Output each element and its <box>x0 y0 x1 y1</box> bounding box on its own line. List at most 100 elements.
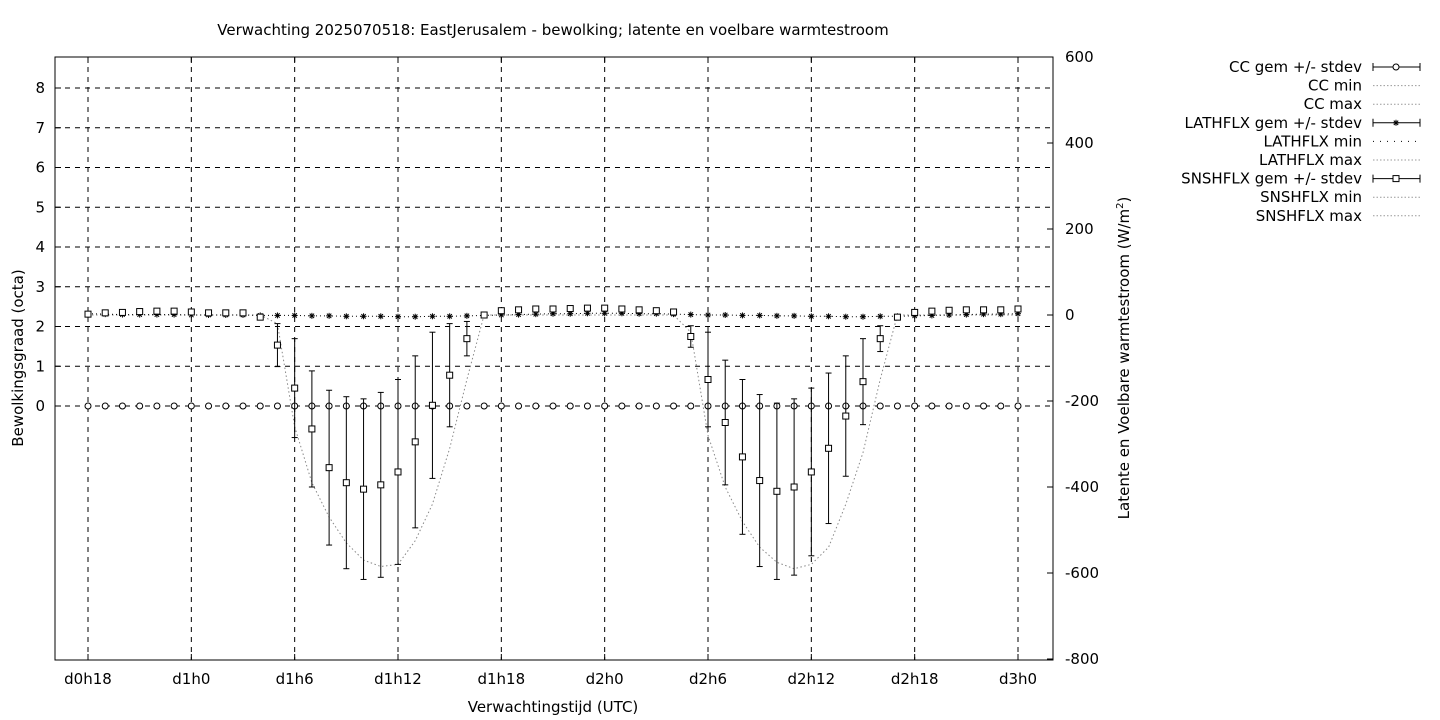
snshflx-point <box>652 307 660 315</box>
y2-axis-label: Latente en Voelbare warmtestroom (W/m2) <box>1115 197 1133 520</box>
lathflx-star-stroke <box>326 313 332 319</box>
snshflx-point <box>601 304 609 312</box>
snshflx-point <box>153 307 161 315</box>
cc-point <box>980 402 988 410</box>
y-tick-label: 4 <box>35 238 45 256</box>
cc-point <box>84 402 92 410</box>
legend-item: LATHFLX max <box>1259 151 1420 169</box>
snshflx-point <box>566 305 574 313</box>
lathflx-star-stroke <box>774 313 780 319</box>
cc-point <box>187 402 195 410</box>
legend-item: LATHFLX gem +/- stdev <box>1184 114 1421 132</box>
lathflx-star-stroke <box>464 313 470 319</box>
snshflx-point <box>377 481 385 489</box>
legend-label: LATHFLX min <box>1263 132 1362 150</box>
lathflx-point <box>429 313 436 320</box>
lathflx-point <box>842 313 849 320</box>
lathflx-point <box>395 313 401 320</box>
lathflx-point <box>326 312 333 319</box>
x-tick-label: d1h6 <box>276 670 314 688</box>
snshflx-point <box>411 438 419 446</box>
snshflx-point <box>428 401 436 409</box>
y-tick-label: 2 <box>35 318 45 336</box>
y2-axis-label-end: ) <box>1115 197 1133 203</box>
legend-label: CC min <box>1308 77 1362 95</box>
cc-point <box>893 402 901 410</box>
grid-lines <box>55 57 1053 660</box>
snshflx-point <box>187 308 195 316</box>
legend-label: LATHFLX max <box>1259 151 1362 169</box>
snshflx-point <box>205 309 213 317</box>
cc-point <box>962 402 970 410</box>
lathflx-point <box>446 313 453 320</box>
cc-point <box>911 402 919 410</box>
lathflx-star-stroke <box>757 312 763 318</box>
cc-point <box>1014 402 1022 410</box>
lathflx-point <box>343 313 350 320</box>
cc-point <box>497 402 505 410</box>
lathflx-star-stroke <box>343 313 349 319</box>
snshflx-point <box>738 453 746 461</box>
lathflx-star-stroke <box>860 314 866 320</box>
lathflx-point <box>722 312 729 318</box>
lathflx-point <box>739 312 746 319</box>
snshflx-point <box>170 307 178 315</box>
snshflx-point <box>308 425 316 433</box>
lathflx-point <box>274 312 281 319</box>
cc-point <box>136 402 144 410</box>
snshflx-point <box>497 307 505 315</box>
lathflx-point <box>705 312 711 318</box>
lathflx-point <box>756 312 763 319</box>
snshflx-point <box>773 487 781 495</box>
legend-label: SNSHFLX max <box>1256 207 1362 225</box>
snshflx-point <box>962 306 970 314</box>
snshflx-point <box>463 335 471 343</box>
snshflx-point <box>618 305 626 313</box>
lathflx-star-stroke <box>602 310 608 316</box>
cc-point <box>670 402 678 410</box>
x-axis-label: Verwachtingstijd (UTC) <box>468 698 639 716</box>
cc-point <box>463 402 471 410</box>
snshflx-point <box>291 384 299 392</box>
lathflx-point <box>360 313 367 320</box>
lathflx-star-stroke <box>808 313 814 319</box>
y2-tick-label: -800 <box>1065 650 1099 668</box>
lathflx-point <box>412 313 419 320</box>
lathflx-star-stroke <box>395 314 401 320</box>
snshflx-point <box>532 305 540 313</box>
cc-point <box>205 402 213 410</box>
x-tick-label: d0h18 <box>64 670 112 688</box>
y2-tick-label: -200 <box>1065 392 1099 410</box>
y-tick-label: 8 <box>35 79 45 97</box>
snshflx-point <box>790 483 798 491</box>
snshflx-min-line <box>88 314 1018 570</box>
cc-point <box>566 402 574 410</box>
legend-marker <box>1392 63 1400 71</box>
cc-point <box>635 402 643 410</box>
cc-point <box>601 402 609 410</box>
cc-point <box>170 402 178 410</box>
lathflx-star-stroke <box>705 312 711 318</box>
snshflx-point <box>893 313 901 321</box>
lathflx-star-stroke <box>274 312 280 318</box>
legend-item: SNSHFLX min <box>1260 188 1420 206</box>
snshflx-point <box>928 307 936 315</box>
lathflx-star-stroke <box>429 313 435 319</box>
y2-tick-label: -600 <box>1065 564 1099 582</box>
y-tick-label: 7 <box>35 119 45 137</box>
y-axis-label: Bewolkingsgraad (octa) <box>9 269 27 446</box>
snshflx-point <box>945 306 953 314</box>
snshflx-point <box>239 309 247 317</box>
snshflx-point <box>670 308 678 316</box>
lathflx-point <box>877 313 884 320</box>
y-tick-label: 0 <box>35 397 45 415</box>
series-layer <box>84 304 1022 580</box>
snshflx-point <box>997 306 1005 314</box>
snshflx-point <box>515 306 523 314</box>
plot-area <box>54 56 1054 661</box>
cc-point <box>515 402 523 410</box>
cc-point <box>532 402 540 410</box>
lathflx-star-stroke <box>722 312 728 318</box>
x-tick-label: d1h18 <box>477 670 525 688</box>
lathflx-star-stroke <box>877 313 883 319</box>
